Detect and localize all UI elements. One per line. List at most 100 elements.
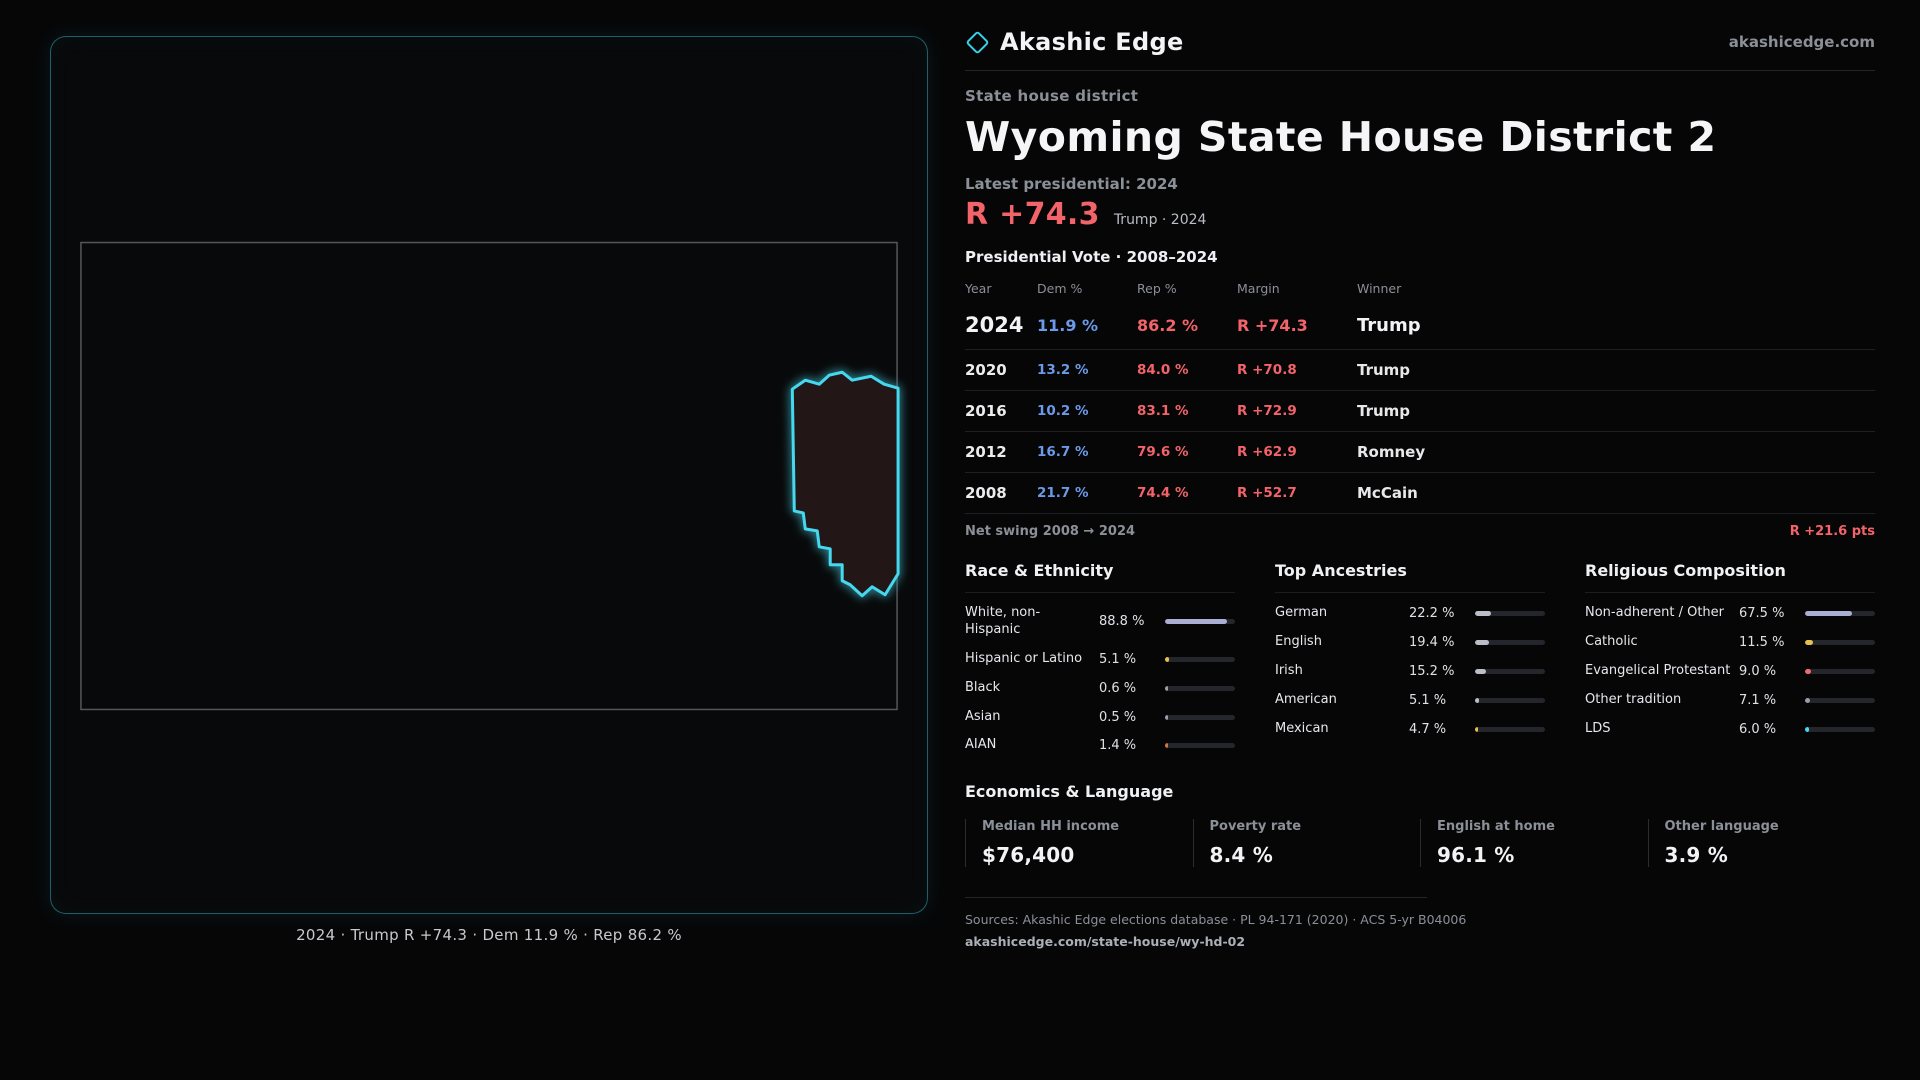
row-value: 5.1 % bbox=[1099, 651, 1137, 667]
bar-fill bbox=[1805, 726, 1810, 732]
stat-other-language: Other language 3.9 % bbox=[1647, 819, 1876, 868]
stat-english-at-home: English at home 96.1 % bbox=[1420, 819, 1648, 868]
stat-value: 96.1 % bbox=[1437, 843, 1515, 868]
cell-winner: Romney bbox=[1357, 443, 1426, 461]
bar-fill bbox=[1165, 743, 1168, 749]
bar-track bbox=[1475, 610, 1545, 616]
row-value: 9.0 % bbox=[1739, 663, 1777, 679]
row-label: AIAN bbox=[965, 737, 997, 753]
row-label: Black bbox=[965, 679, 1001, 695]
bar-fill bbox=[1475, 610, 1491, 616]
row-value: 67.5 % bbox=[1739, 605, 1785, 621]
cell-year: 2024 bbox=[965, 313, 1024, 337]
row-label: Mexican bbox=[1275, 720, 1329, 736]
permalink[interactable]: akashicedge.com/state-house/wy-hd-02 bbox=[965, 934, 1246, 950]
row-value: 0.6 % bbox=[1099, 680, 1137, 696]
list-item: Asian 0.5 % bbox=[965, 703, 1235, 732]
bar-track bbox=[1805, 610, 1875, 616]
net-swing-value: R +21.6 pts bbox=[1789, 524, 1875, 539]
bar-track bbox=[1165, 656, 1235, 662]
row-label: Catholic bbox=[1585, 633, 1638, 649]
headline-margin-sub: Trump · 2024 bbox=[1113, 212, 1207, 228]
net-swing-row: Net swing 2008 → 2024 R +21.6 pts bbox=[965, 514, 1875, 547]
cell-rep: 74.4 % bbox=[1137, 485, 1189, 501]
cell-year: 2020 bbox=[965, 361, 1007, 379]
stat-label: Poverty rate bbox=[1209, 819, 1302, 835]
panel-title: Religious Composition bbox=[1585, 555, 1875, 593]
cell-dem: 10.2 % bbox=[1037, 403, 1089, 419]
content-column: Akashic Edge akashicedge.com State house… bbox=[965, 28, 1875, 949]
cell-rep: 86.2 % bbox=[1137, 315, 1199, 335]
cell-margin: R +52.7 bbox=[1237, 485, 1297, 501]
row-label: English bbox=[1275, 633, 1322, 649]
table-row: 2016 10.2 % 83.1 % R +72.9 Trump bbox=[965, 391, 1875, 432]
bar-track bbox=[1805, 668, 1875, 674]
list-item: Evangelical Protestant 9.0 % bbox=[1585, 657, 1875, 686]
bar-fill bbox=[1805, 639, 1814, 645]
bar-track bbox=[1805, 726, 1875, 732]
list-item: AIAN 1.4 % bbox=[965, 731, 1235, 760]
row-label: Non-adherent / Other bbox=[1585, 605, 1725, 620]
list-item: American 5.1 % bbox=[1275, 686, 1545, 715]
vote-table-title: Presidential Vote · 2008–2024 bbox=[965, 248, 1218, 266]
list-item: Other tradition 7.1 % bbox=[1585, 686, 1875, 715]
bar-track bbox=[1805, 697, 1875, 703]
cell-winner: McCain bbox=[1357, 484, 1418, 502]
bar-track bbox=[1475, 697, 1545, 703]
brand-name: Akashic Edge bbox=[1000, 28, 1184, 56]
row-label: Other tradition bbox=[1585, 691, 1682, 707]
row-label: LDS bbox=[1585, 720, 1611, 736]
cell-rep: 79.6 % bbox=[1137, 444, 1189, 460]
latest-presidential-label: Latest presidential: 2024 bbox=[965, 175, 1178, 193]
cell-margin: R +70.8 bbox=[1237, 362, 1297, 378]
stat-value: $76,400 bbox=[982, 843, 1075, 868]
page-title: Wyoming State House District 2 bbox=[965, 113, 1717, 161]
list-item: English 19.4 % bbox=[1275, 628, 1545, 657]
row-label: Hispanic or Latino bbox=[965, 650, 1083, 666]
table-header-row: Year Dem % Rep % Margin Winner bbox=[965, 274, 1875, 303]
economics-stats: Median HH income $76,400 Poverty rate 8.… bbox=[965, 819, 1876, 868]
diamond-icon bbox=[965, 29, 990, 55]
cell-winner: Trump bbox=[1357, 314, 1421, 336]
site-link[interactable]: akashicedge.com bbox=[1728, 33, 1875, 51]
row-label: White, non-Hispanic bbox=[965, 605, 1041, 637]
bar-fill bbox=[1805, 610, 1853, 616]
cell-winner: Trump bbox=[1357, 402, 1411, 420]
row-label: German bbox=[1275, 605, 1328, 620]
bar-track bbox=[1165, 743, 1235, 749]
list-item: Catholic 11.5 % bbox=[1585, 628, 1875, 657]
religious-composition-panel: Religious Composition Non-adherent / Oth… bbox=[1585, 555, 1875, 760]
cell-dem: 13.2 % bbox=[1037, 362, 1089, 378]
stat-value: 8.4 % bbox=[1209, 843, 1273, 868]
row-value: 5.1 % bbox=[1409, 692, 1447, 708]
row-label: Evangelical Protestant bbox=[1585, 662, 1731, 678]
bar-track bbox=[1475, 639, 1545, 645]
cell-rep: 84.0 % bbox=[1137, 362, 1189, 378]
cell-margin: R +62.9 bbox=[1237, 444, 1297, 460]
row-value: 6.0 % bbox=[1739, 721, 1777, 737]
cell-year: 2016 bbox=[965, 402, 1007, 420]
bar-fill bbox=[1475, 697, 1479, 703]
row-value: 0.5 % bbox=[1099, 709, 1137, 725]
economics-title: Economics & Language bbox=[965, 782, 1174, 802]
col-rep: Rep % bbox=[1137, 281, 1177, 296]
panel-title: Race & Ethnicity bbox=[965, 555, 1235, 593]
row-value: 4.7 % bbox=[1409, 721, 1447, 737]
bar-track bbox=[1165, 714, 1235, 720]
col-dem: Dem % bbox=[1037, 281, 1083, 296]
cell-year: 2012 bbox=[965, 443, 1007, 461]
bar-track bbox=[1805, 639, 1875, 645]
net-swing-label: Net swing 2008 → 2024 bbox=[965, 524, 1136, 539]
row-value: 88.8 % bbox=[1099, 614, 1145, 630]
presidential-vote-table: Year Dem % Rep % Margin Winner 2024 11.9… bbox=[965, 274, 1875, 514]
cell-year: 2008 bbox=[965, 484, 1007, 502]
bar-fill bbox=[1165, 656, 1169, 662]
bar-fill bbox=[1475, 668, 1486, 674]
list-item: Non-adherent / Other 67.5 % bbox=[1585, 599, 1875, 628]
table-row: 2008 21.7 % 74.4 % R +52.7 McCain bbox=[965, 473, 1875, 514]
state-outline bbox=[80, 241, 898, 711]
stat-label: English at home bbox=[1437, 819, 1555, 835]
headline-margin-row: R +74.3 Trump · 2024 bbox=[965, 197, 1875, 232]
table-row: 2020 13.2 % 84.0 % R +70.8 Trump bbox=[965, 350, 1875, 391]
